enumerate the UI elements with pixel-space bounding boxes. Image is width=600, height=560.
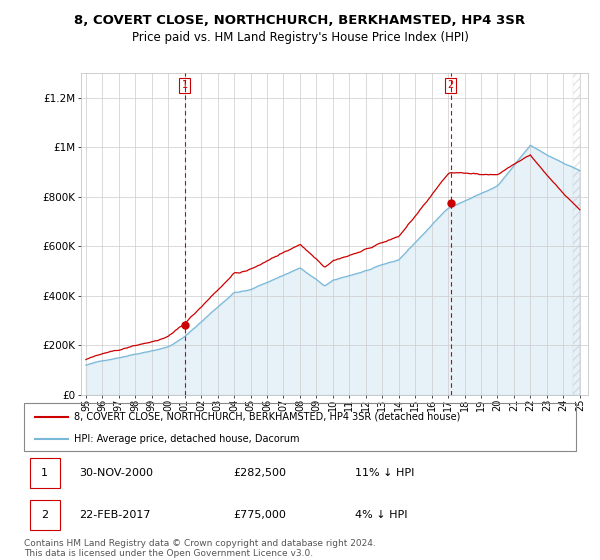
Text: 8, COVERT CLOSE, NORTHCHURCH, BERKHAMSTED, HP4 3SR (detached house): 8, COVERT CLOSE, NORTHCHURCH, BERKHAMSTE… — [74, 412, 460, 422]
Text: 1: 1 — [41, 468, 48, 478]
Text: 22-FEB-2017: 22-FEB-2017 — [79, 510, 151, 520]
Text: HPI: Average price, detached house, Dacorum: HPI: Average price, detached house, Daco… — [74, 434, 299, 444]
Text: £282,500: £282,500 — [234, 468, 287, 478]
Text: 1: 1 — [182, 80, 188, 90]
Text: 2: 2 — [41, 510, 48, 520]
Text: 4% ↓ HPI: 4% ↓ HPI — [355, 510, 408, 520]
Text: 30-NOV-2000: 30-NOV-2000 — [79, 468, 153, 478]
Text: £775,000: £775,000 — [234, 510, 287, 520]
Text: Price paid vs. HM Land Registry's House Price Index (HPI): Price paid vs. HM Land Registry's House … — [131, 31, 469, 44]
Text: Contains HM Land Registry data © Crown copyright and database right 2024.
This d: Contains HM Land Registry data © Crown c… — [24, 539, 376, 558]
Text: 11% ↓ HPI: 11% ↓ HPI — [355, 468, 415, 478]
Text: 8, COVERT CLOSE, NORTHCHURCH, BERKHAMSTED, HP4 3SR: 8, COVERT CLOSE, NORTHCHURCH, BERKHAMSTE… — [74, 14, 526, 27]
Text: 2: 2 — [448, 80, 454, 90]
Bar — [29, 500, 60, 530]
Bar — [29, 458, 60, 488]
